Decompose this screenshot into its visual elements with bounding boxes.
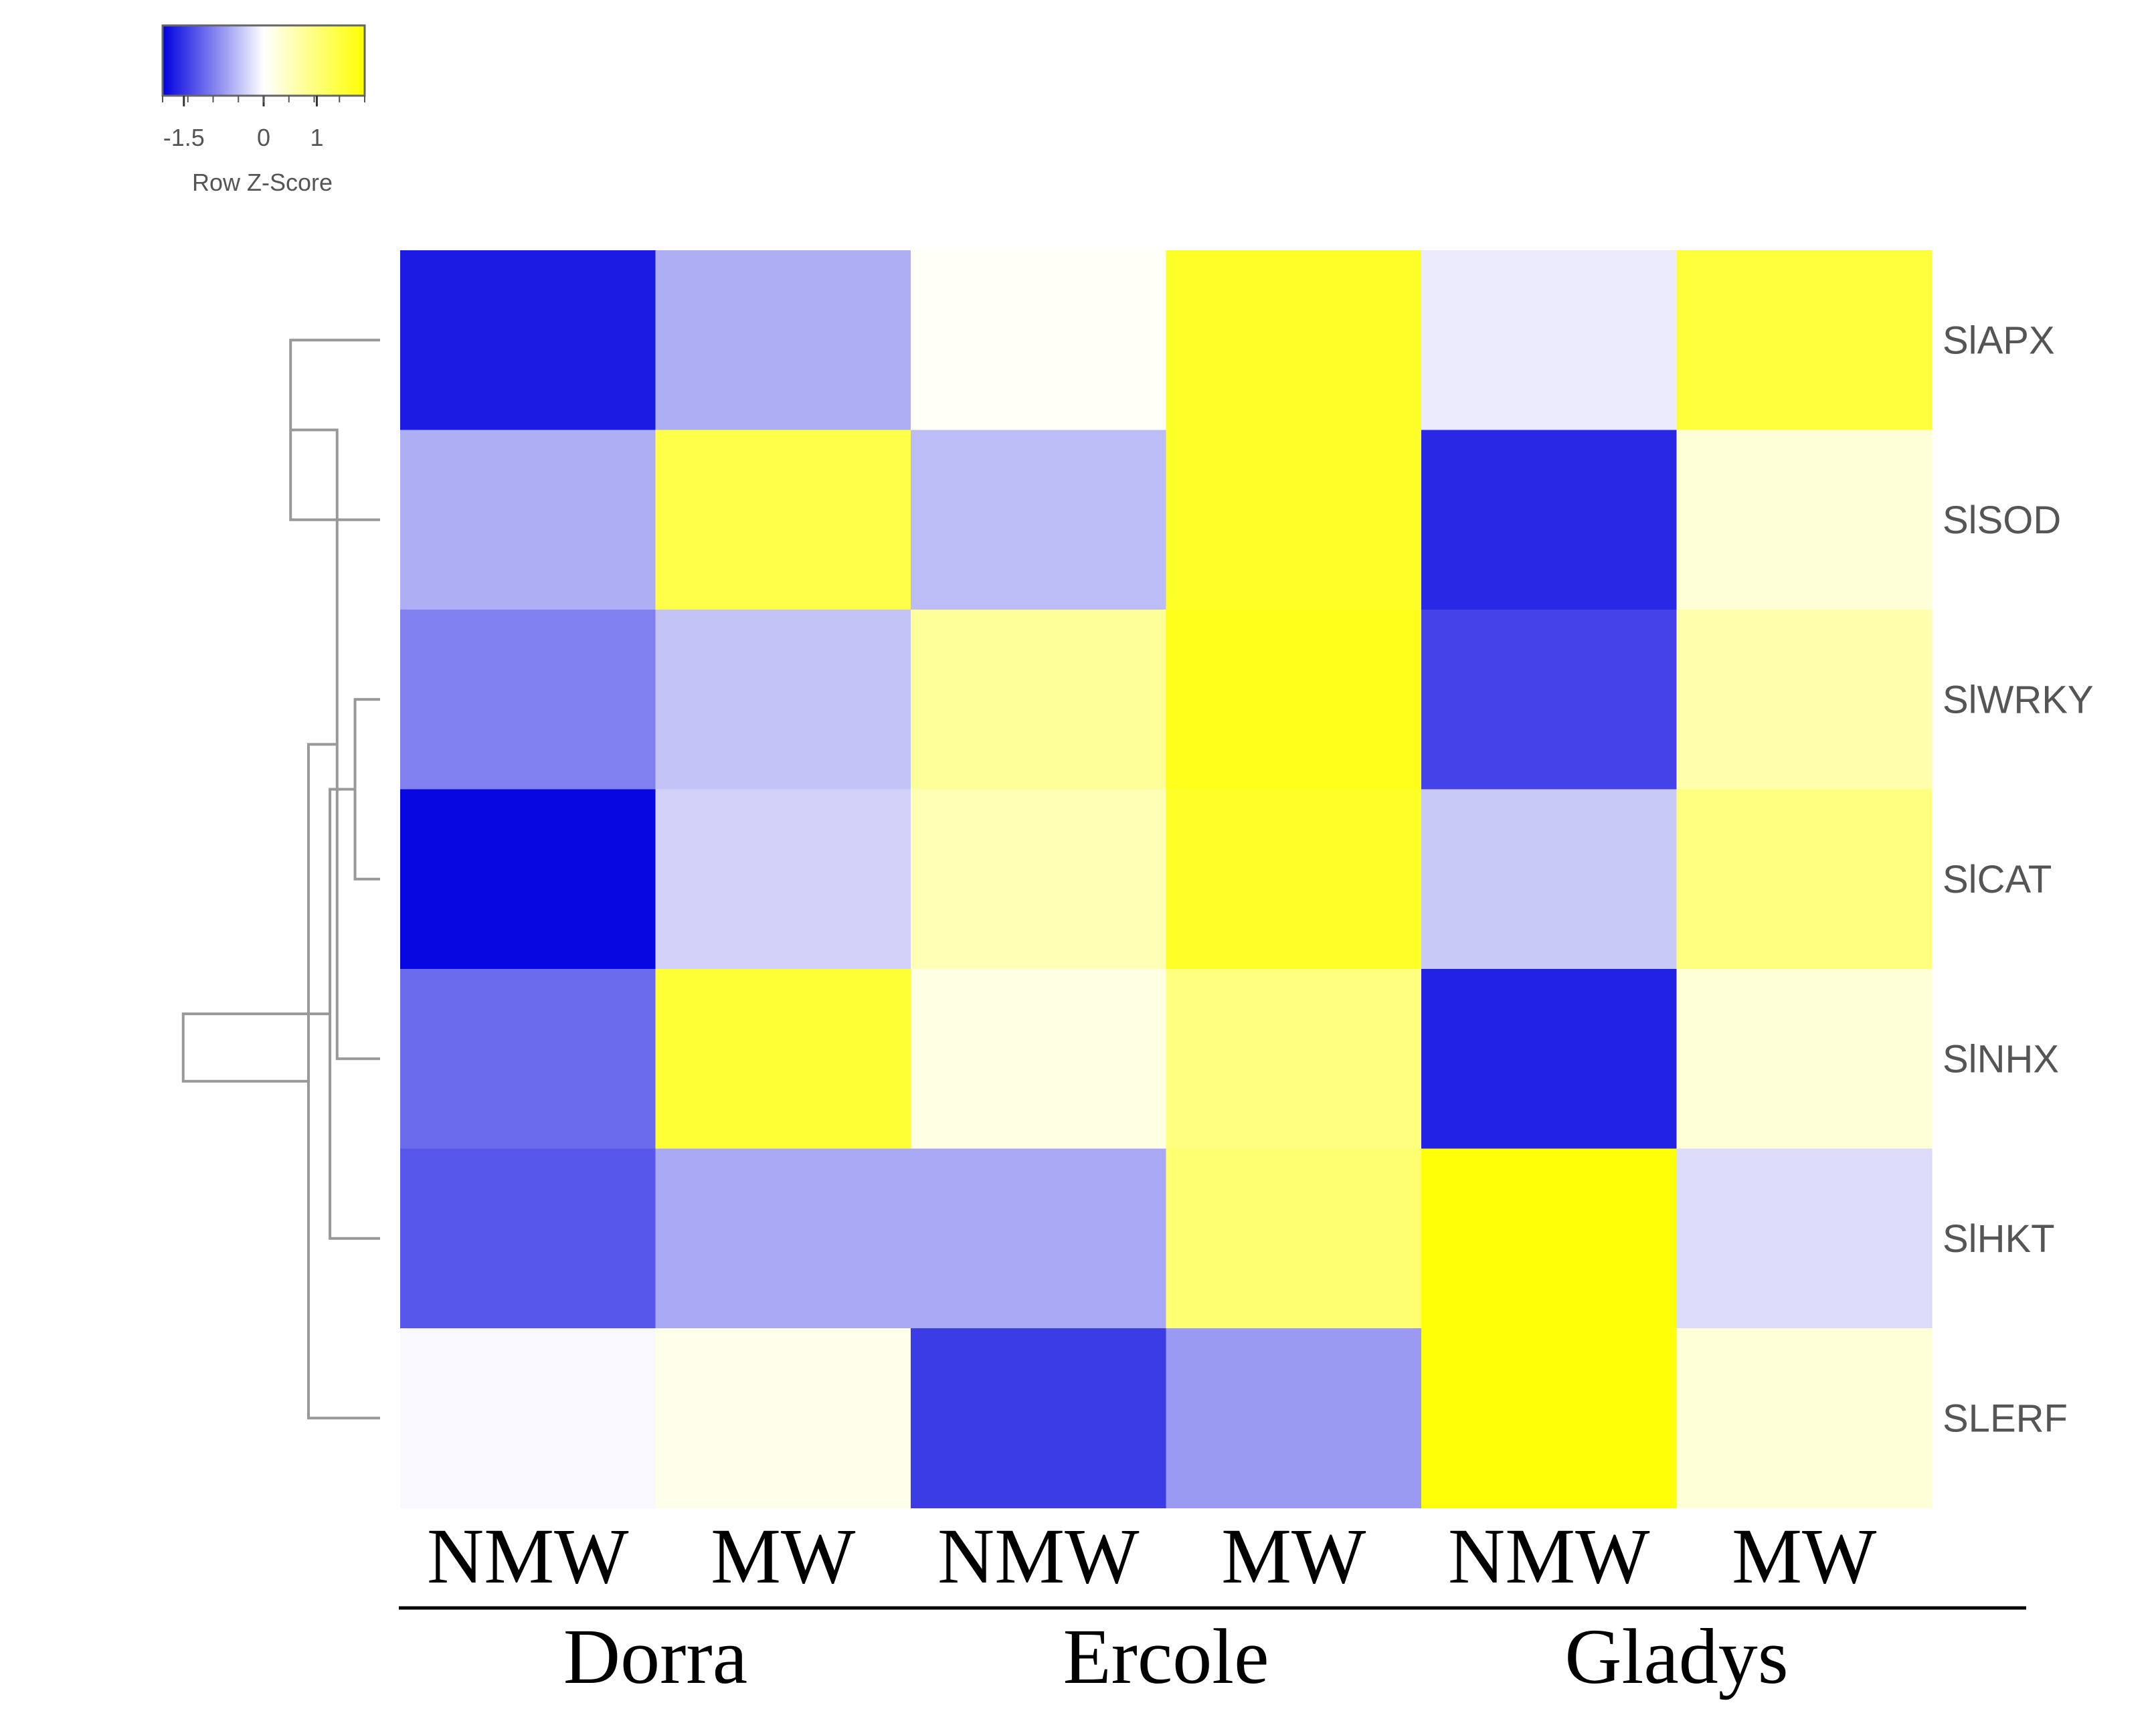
row-label: SlAPX (1943, 319, 2055, 362)
color-key-legend: -1.5 0 1 Row Z-Score (161, 24, 366, 196)
row-label: SlCAT (1943, 858, 2052, 901)
heatmap-cell (400, 610, 656, 790)
heatmap-cell (911, 430, 1167, 610)
heatmap-cell (400, 1328, 656, 1509)
heatmap-cell (655, 789, 911, 970)
heatmap-cell (911, 250, 1167, 431)
heatmap-cell (1166, 610, 1422, 790)
heatmap-cell (1166, 969, 1422, 1150)
group-label: Dorra (563, 1613, 747, 1700)
row-label: SlWRKY (1943, 678, 2094, 721)
group-labels: Dorra Ercole Gladys (563, 1613, 1789, 1700)
heatmap-cell (400, 250, 656, 431)
heatmap-cell (1166, 430, 1422, 610)
heatmap-cell (400, 969, 656, 1150)
group-label: Ercole (1063, 1613, 1269, 1700)
heatmap-cell (1166, 1148, 1422, 1329)
column-label: MW (1221, 1512, 1366, 1600)
heatmap-cell (1676, 610, 1933, 790)
heatmap-cell (400, 789, 656, 970)
group-label: Gladys (1564, 1613, 1788, 1700)
heatmap-cell (1421, 789, 1678, 970)
dendrogram-branch (353, 698, 380, 881)
dendrogram-branch (181, 1012, 331, 1083)
heatmap-cell (911, 1328, 1167, 1509)
column-label: MW (711, 1512, 856, 1600)
color-key-tick-label: 0 (257, 124, 270, 151)
heatmap-cell (655, 1328, 911, 1509)
heatmap-cell (655, 250, 911, 431)
heatmap-cell (1676, 250, 1933, 431)
heatmap-cell (400, 1148, 656, 1329)
heatmap-cell (911, 610, 1167, 790)
heatmap-cell (911, 789, 1167, 970)
heatmap-cell (1676, 1328, 1933, 1509)
heatmap-cell (1676, 969, 1933, 1150)
row-label: SlSOD (1943, 499, 2061, 542)
heatmap-cell (1166, 1328, 1422, 1509)
heatmap-cell (1421, 610, 1678, 790)
heatmap-cell (1421, 250, 1678, 431)
heatmap-cell (911, 969, 1167, 1150)
row-label: SLERF (1943, 1397, 2068, 1440)
color-key-bar (161, 24, 366, 97)
column-labels: NMW MW NMW MW NMW MW (427, 1512, 1877, 1600)
heatmap-cell (400, 430, 656, 610)
row-label: SlHKT (1943, 1217, 2055, 1261)
row-label: SlNHX (1943, 1037, 2059, 1081)
column-label: NMW (1448, 1512, 1650, 1600)
column-label: MW (1732, 1512, 1877, 1600)
heatmap-cell (1676, 430, 1933, 610)
heatmap-cell (1676, 1148, 1933, 1329)
heatmap-cell (1166, 250, 1422, 431)
heatmap-cell (655, 430, 911, 610)
row-labels: SlAPX SlSOD SlWRKY SlCAT SlNHX SlHKT SLERF (1943, 319, 2094, 1440)
heatmap-cell (655, 610, 911, 790)
column-label: NMW (937, 1512, 1140, 1600)
color-key-tick-label: 1 (310, 124, 323, 151)
color-key-title: Row Z-Score (192, 169, 333, 196)
heatmap-cell (911, 1148, 1167, 1329)
heatmap-cell (1421, 969, 1678, 1150)
heatmap-cell (655, 1148, 911, 1329)
color-key-tick-label: -1.5 (163, 124, 205, 151)
dendrogram-branch (307, 743, 380, 1420)
column-label: NMW (427, 1512, 629, 1600)
row-dendrogram (181, 339, 380, 1420)
heatmap-cell (1421, 1148, 1678, 1329)
heatmap-cell (1421, 430, 1678, 610)
heatmap-cells (400, 250, 1933, 1509)
heatmap-cell (655, 969, 911, 1150)
heatmap-cell (1421, 1328, 1678, 1509)
heatmap-cell (1676, 789, 1933, 970)
heatmap-cell (1166, 789, 1422, 970)
